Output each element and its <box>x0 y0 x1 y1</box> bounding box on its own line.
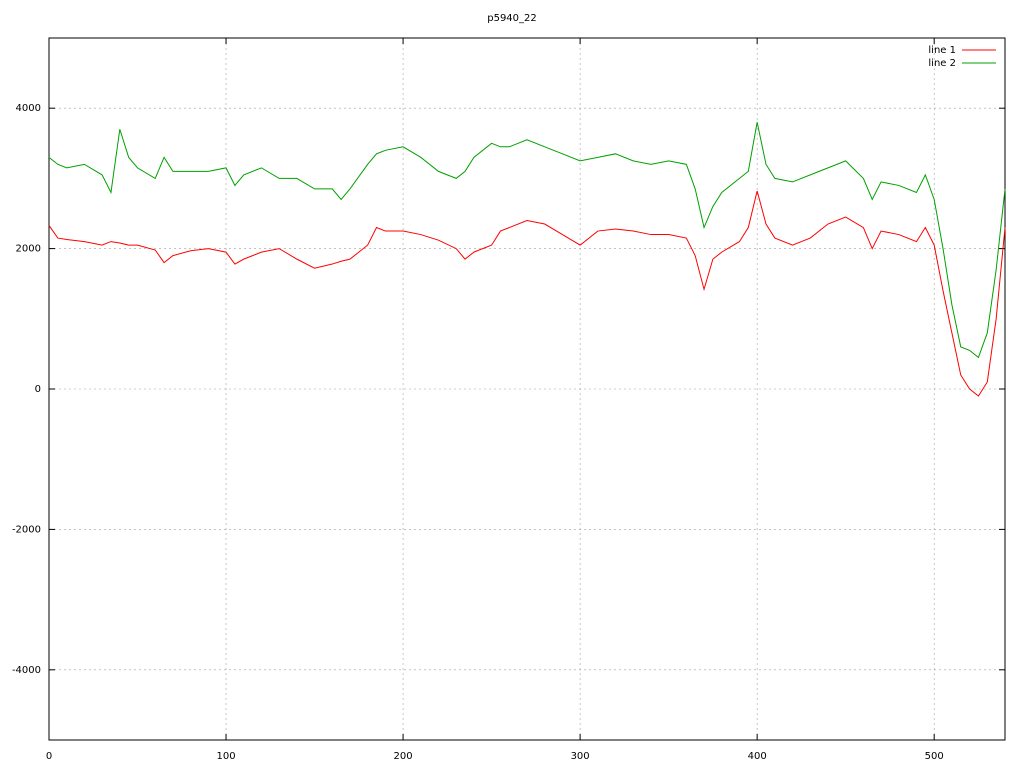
plot-border <box>48 37 1006 741</box>
legend-label: line 1 <box>928 45 956 56</box>
y-tick-label: -2000 <box>12 524 41 535</box>
legend-label: line 2 <box>928 58 956 69</box>
x-tick-label: 200 <box>394 751 413 762</box>
x-tick-label: 300 <box>571 751 590 762</box>
y-tick-label: -4000 <box>12 665 41 676</box>
data-line <box>48 190 1006 397</box>
data-line <box>48 122 1006 359</box>
x-tick-label: 400 <box>748 751 767 762</box>
x-tick-label: 500 <box>925 751 944 762</box>
x-tick-label: 100 <box>216 751 235 762</box>
chart-title: p5940_22 <box>487 13 537 24</box>
x-tick-label: 0 <box>46 751 52 762</box>
y-tick-label: 4000 <box>16 103 41 114</box>
y-tick-label: 0 <box>35 384 41 395</box>
y-tick-label: 2000 <box>16 244 41 255</box>
